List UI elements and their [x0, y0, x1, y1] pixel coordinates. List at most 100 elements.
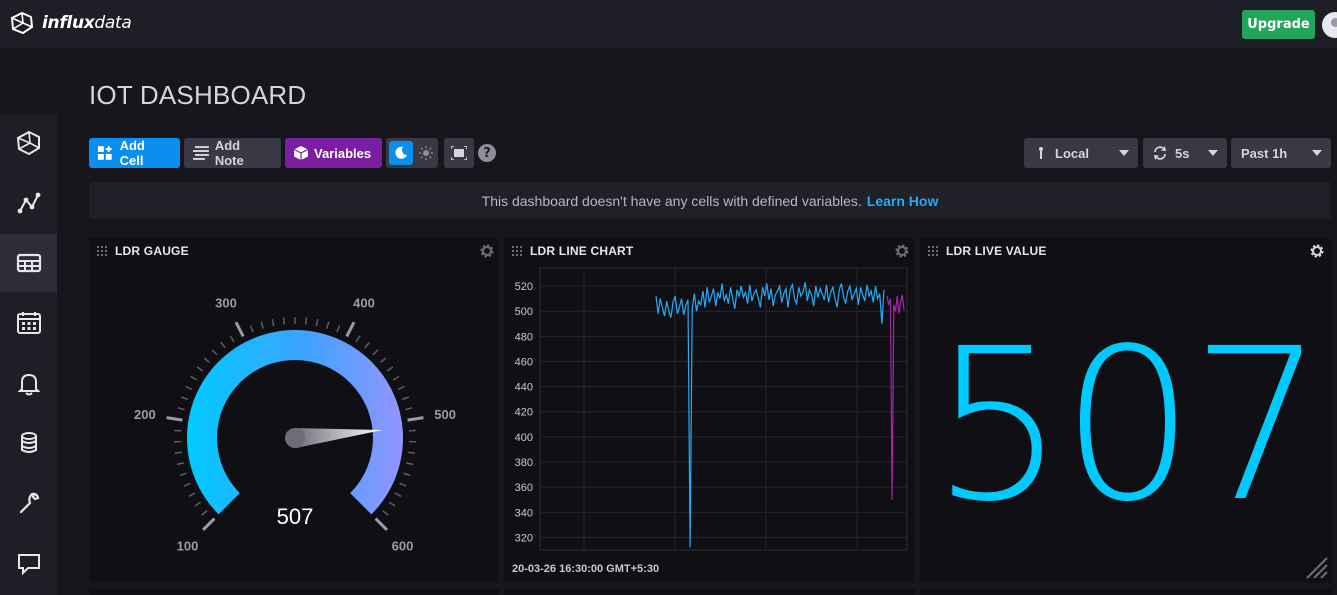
- gauge-minor-tick: [196, 366, 204, 372]
- sidebar-item-settings[interactable]: [0, 474, 57, 532]
- influx-logo-icon: [10, 11, 34, 35]
- add-note-icon: [193, 146, 209, 160]
- drag-handle-icon[interactable]: [512, 246, 522, 256]
- top-bar: influxdata Upgrade: [0, 0, 1337, 48]
- settings-wrench-icon: [19, 492, 39, 514]
- presentation-mode-button[interactable]: [444, 138, 474, 168]
- gauge-major-tick: [407, 416, 424, 422]
- gauge-minor-tick: [194, 501, 202, 507]
- gauge-tick-label: 400: [353, 296, 375, 311]
- sidebar: [0, 114, 57, 595]
- sun-icon[interactable]: [416, 143, 436, 163]
- gear-icon[interactable]: [1309, 243, 1325, 259]
- series-line: [655, 282, 885, 548]
- add-cell-button[interactable]: Add Cell: [89, 138, 180, 168]
- cell-title: LDR LIVE VALUE: [946, 244, 1047, 258]
- time-range-value: Past 1h: [1241, 145, 1288, 161]
- add-cell-label: Add Cell: [119, 138, 145, 168]
- x-axis-timestamp: 20-03-26 16:30:00 GMT+5:30: [512, 563, 659, 575]
- y-tick-label: 420: [515, 407, 533, 419]
- gauge-minor-tick: [260, 321, 264, 329]
- influx-logo-icon: [16, 130, 40, 156]
- line-chart-cell[interactable]: LDR LINE CHART 520 500 480 460 440 420 400 380 3…: [504, 238, 915, 583]
- gear-icon[interactable]: [479, 243, 495, 259]
- learn-how-link[interactable]: Learn How: [866, 192, 939, 209]
- drag-handle-icon[interactable]: [928, 246, 938, 256]
- y-tick-label: 400: [515, 432, 533, 444]
- add-cell-icon: [98, 146, 112, 160]
- live-value-cell[interactable]: LDR LIVE VALUE 507: [920, 238, 1332, 583]
- help-icon[interactable]: ?: [478, 144, 496, 162]
- variables-button[interactable]: Variables: [285, 138, 382, 168]
- refresh-dropdown[interactable]: 5s: [1143, 138, 1227, 168]
- refresh-value: 5s: [1175, 145, 1190, 161]
- gauge-major-tick: [374, 517, 388, 531]
- dashboards-icon: [16, 253, 41, 273]
- y-tick-label: 320: [515, 532, 533, 544]
- gauge-minor-tick: [174, 451, 182, 454]
- variables-banner: This dashboard doesn't have any cells wi…: [89, 182, 1331, 219]
- drag-handle-icon[interactable]: [97, 246, 107, 256]
- load-data-icon: [20, 432, 37, 453]
- sidebar-item-data-explorer[interactable]: [0, 174, 57, 232]
- theme-toggle[interactable]: [386, 138, 438, 168]
- gauge-minor-tick: [315, 319, 319, 327]
- resize-handle-icon[interactable]: [1303, 554, 1329, 580]
- sidebar-item-tasks[interactable]: [0, 294, 57, 352]
- gauge-minor-tick: [402, 396, 410, 401]
- banner-text: This dashboard doesn't have any cells wi…: [481, 192, 862, 209]
- gauge-minor-tick: [229, 335, 235, 343]
- gauge-minor-tick: [179, 472, 187, 477]
- gauge-hub: [285, 428, 305, 448]
- sidebar-item-getting-started[interactable]: [0, 114, 57, 172]
- y-tick-label: 500: [515, 306, 533, 318]
- gauge-minor-tick: [388, 501, 396, 507]
- series-line: [886, 294, 905, 500]
- gauge-minor-tick: [392, 375, 400, 381]
- ldr-gauge: 100 200 300 400 500 600 507: [134, 296, 456, 554]
- sidebar-item-alerts[interactable]: [0, 354, 57, 412]
- timezone-dropdown[interactable]: Local: [1024, 138, 1138, 168]
- cell-title: LDR GAUGE: [115, 244, 189, 258]
- next-cell-strip: [504, 589, 915, 595]
- live-value: 507: [931, 303, 1325, 548]
- alerts-bell-icon: [17, 373, 40, 396]
- expand-icon: [451, 146, 467, 160]
- gauge-needle: [294, 428, 383, 448]
- gauge-minor-tick: [188, 492, 196, 497]
- add-note-button[interactable]: Add Note: [184, 138, 281, 168]
- brand-logo[interactable]: influxdata: [10, 11, 132, 35]
- chevron-down-icon: [1208, 150, 1218, 156]
- gauge-major-tick: [234, 321, 245, 338]
- gauge-minor-tick: [203, 357, 210, 364]
- sidebar-item-load-data[interactable]: [0, 414, 57, 472]
- gauge-minor-tick: [336, 325, 341, 333]
- time-range-dropdown[interactable]: Past 1h: [1231, 138, 1331, 168]
- gauge-cell[interactable]: LDR GAUGE 100 200 300 400 500 600 507: [89, 238, 499, 583]
- add-note-label: Add Note: [214, 138, 244, 168]
- moon-icon[interactable]: [389, 141, 413, 165]
- gauge-minor-tick: [211, 349, 218, 356]
- gauge-minor-tick: [282, 317, 286, 325]
- gauge-major-tick: [345, 321, 356, 338]
- data-explorer-icon: [17, 192, 40, 214]
- sidebar-item-dashboards[interactable]: [0, 234, 57, 292]
- sidebar-item-feedback[interactable]: [0, 534, 57, 592]
- y-tick-label: 520: [515, 281, 533, 293]
- upgrade-button[interactable]: Upgrade: [1242, 10, 1315, 39]
- gauge-minor-tick: [183, 482, 191, 487]
- gauge-minor-tick: [372, 349, 379, 356]
- gauge-tick-label: 200: [134, 407, 156, 422]
- pin-icon: [1039, 147, 1043, 159]
- page-title[interactable]: IOT DASHBOARD: [89, 80, 307, 110]
- gauge-minor-tick: [399, 482, 407, 487]
- gauge-minor-tick: [249, 325, 254, 333]
- cell-title: LDR LINE CHART: [530, 244, 634, 258]
- gauge-minor-tick: [190, 375, 198, 381]
- gear-icon[interactable]: [894, 243, 910, 259]
- gauge-major-tick: [166, 416, 183, 422]
- gauge-arc: [187, 330, 403, 515]
- avatar[interactable]: [1322, 12, 1337, 38]
- gauge-minor-tick: [220, 341, 226, 349]
- brand-name: influxdata: [42, 13, 132, 33]
